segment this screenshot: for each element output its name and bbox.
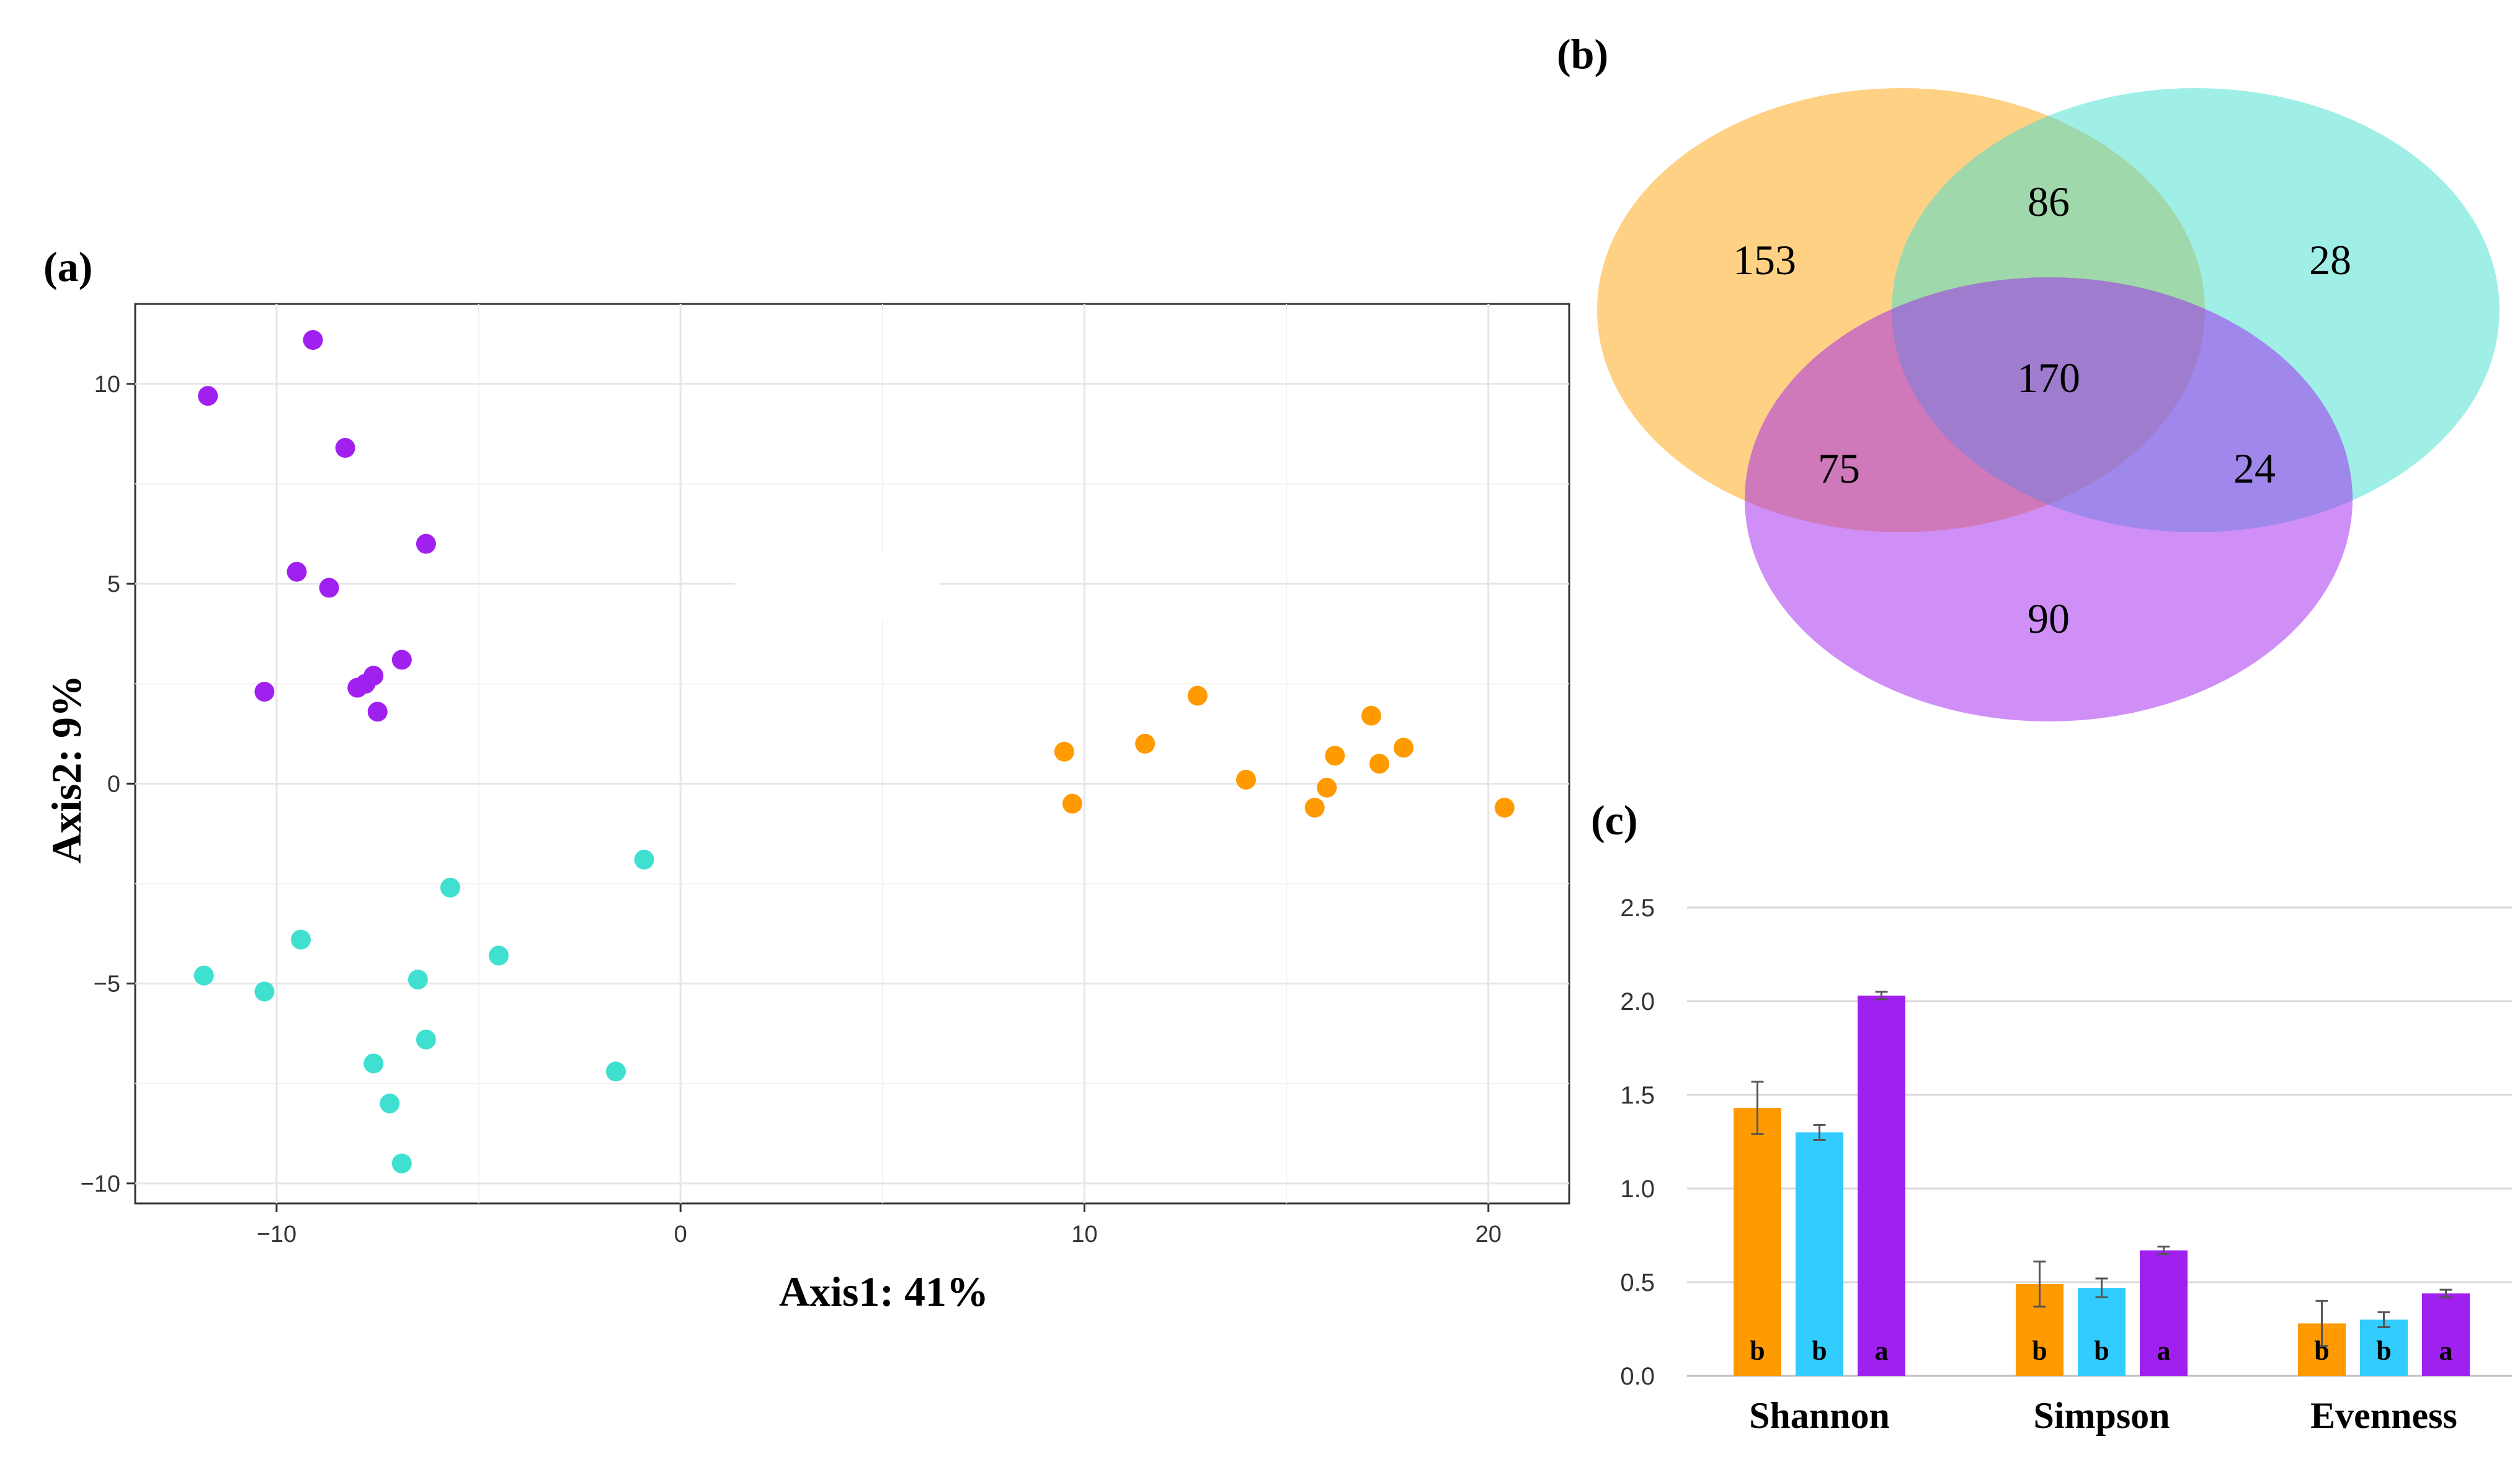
y-tick-label: −5 [94, 971, 120, 997]
venn-orange-purple: 75 [1818, 445, 1860, 492]
scatter-point-teal [634, 849, 654, 870]
bar-y-tick-label: 2.0 [1620, 988, 1655, 1015]
scatter-point-teal [606, 1061, 626, 1082]
panel-a-label: (a) [43, 243, 92, 290]
venn-teal-purple: 24 [2233, 445, 2276, 492]
bar-y-tick-label: 1.0 [1620, 1176, 1655, 1203]
venn-orange-teal: 86 [2028, 178, 2070, 225]
scatter-point-purple [335, 438, 355, 458]
bar-purple-simpson [2140, 1250, 2188, 1376]
scatter-point-teal [363, 1053, 384, 1074]
venn-all: 170 [2017, 354, 2080, 401]
bar-y-tick-label: 2.5 [1620, 895, 1655, 922]
significance-letter: b [1750, 1336, 1765, 1366]
x-tick-label: −10 [257, 1221, 296, 1247]
scatter-point-orange [1187, 685, 1208, 706]
x-axis-title: Axis1: 41% [779, 1268, 989, 1315]
scatter-point-purple [287, 561, 307, 582]
bar-blue-shannon [1796, 1132, 1843, 1376]
category-label-simpson: Simpson [2033, 1395, 2170, 1436]
scatter-point-purple [416, 533, 436, 554]
scatter-point-orange [1494, 798, 1515, 818]
category-label-shannon: Shannon [1749, 1395, 1890, 1436]
scatter-point-teal [380, 1093, 400, 1113]
scatter-point-purple [254, 682, 275, 702]
scatter-point-orange [1304, 798, 1325, 818]
bar-orange-shannon [1734, 1108, 1781, 1376]
diversity-bar-panel: (c) 0.0 0.5 1.0 1.5 2.0 2.5 b b a b b a b b a Shannon… [1591, 796, 2512, 1436]
scatter-points [194, 330, 1515, 1174]
pcoa-scatter-panel: (a) −10 0 10 20 −10 −5 0 5 10 Axis1: 41% Axis2:… [43, 243, 1570, 1315]
scatter-point-teal [416, 1029, 436, 1050]
scatter-point-orange [1236, 769, 1256, 790]
scatter-point-teal [489, 945, 509, 966]
category-label-evenness: Evenness [2310, 1395, 2457, 1436]
bar-blue-simpson [2078, 1288, 2126, 1376]
significance-letter: a [1875, 1336, 1889, 1366]
x-tick-label: 0 [674, 1221, 687, 1247]
significance-letter: b [1812, 1336, 1827, 1366]
scatter-point-orange [1369, 754, 1389, 774]
significance-letter: b [2094, 1336, 2109, 1366]
significance-letter: b [2314, 1336, 2329, 1366]
scatter-point-orange [1325, 746, 1345, 766]
x-tick-label: 10 [1071, 1221, 1097, 1247]
bar-blue-evenness [2360, 1319, 2408, 1376]
significance-letter: b [2376, 1336, 2391, 1366]
scatter-point-orange [1317, 777, 1337, 798]
y-axis-title: Axis2: 9% [43, 675, 90, 863]
scatter-point-purple [319, 578, 339, 598]
y-tick-label: −10 [81, 1171, 120, 1197]
scatter-point-teal [254, 981, 275, 1002]
x-tick-label: 20 [1476, 1221, 1502, 1247]
scatter-point-purple [303, 330, 323, 350]
bar-category-labels: Shannon Simpson Evenness [1749, 1395, 2457, 1436]
scatter-y-ticks: −10 −5 0 5 10 [81, 372, 135, 1197]
panel-b-label: (b) [1557, 30, 1608, 78]
y-tick-label: 10 [94, 372, 120, 398]
scatter-point-purple [198, 386, 218, 406]
bar-purple-shannon [1858, 995, 1905, 1376]
significance-letter: a [2157, 1336, 2171, 1366]
scatter-point-orange [1054, 741, 1074, 762]
scatter-point-purple [347, 677, 368, 698]
scatter-point-purple [367, 702, 388, 722]
significance-letter: b [2032, 1336, 2047, 1366]
bar-purple-evenness [2422, 1293, 2470, 1376]
scatter-point-teal [391, 1153, 412, 1174]
scatter-white-patch [735, 552, 940, 620]
scatter-point-orange [1393, 738, 1414, 758]
venn-panel: (b) 153 86 28 170 75 24 90 [1557, 30, 2500, 721]
venn-circle-purple [1745, 277, 2353, 721]
scatter-point-orange [1361, 705, 1381, 726]
scatter-point-teal [440, 877, 460, 898]
scatter-point-orange [1135, 733, 1155, 754]
bar-y-tick-label: 0.5 [1620, 1269, 1655, 1296]
y-tick-label: 0 [107, 771, 120, 797]
scatter-point-teal [291, 929, 311, 950]
scatter-point-teal [194, 965, 214, 986]
venn-purple-only: 90 [2028, 595, 2070, 642]
scatter-x-ticks: −10 0 10 20 [257, 1203, 1502, 1247]
venn-teal-only: 28 [2309, 236, 2351, 283]
bar-y-ticks: 0.0 0.5 1.0 1.5 2.0 2.5 [1620, 895, 1655, 1390]
scatter-plot-area [134, 303, 1570, 1205]
scatter-point-purple [391, 649, 412, 670]
scatter-point-teal [407, 970, 428, 990]
panel-c-label: (c) [1591, 796, 1637, 844]
significance-letter: a [2439, 1336, 2453, 1366]
y-tick-label: 5 [107, 571, 120, 597]
bar-y-tick-label: 1.5 [1620, 1082, 1655, 1109]
bar-y-tick-label: 0.0 [1620, 1363, 1655, 1390]
scatter-point-orange [1062, 793, 1082, 814]
venn-orange-only: 153 [1733, 236, 1796, 283]
